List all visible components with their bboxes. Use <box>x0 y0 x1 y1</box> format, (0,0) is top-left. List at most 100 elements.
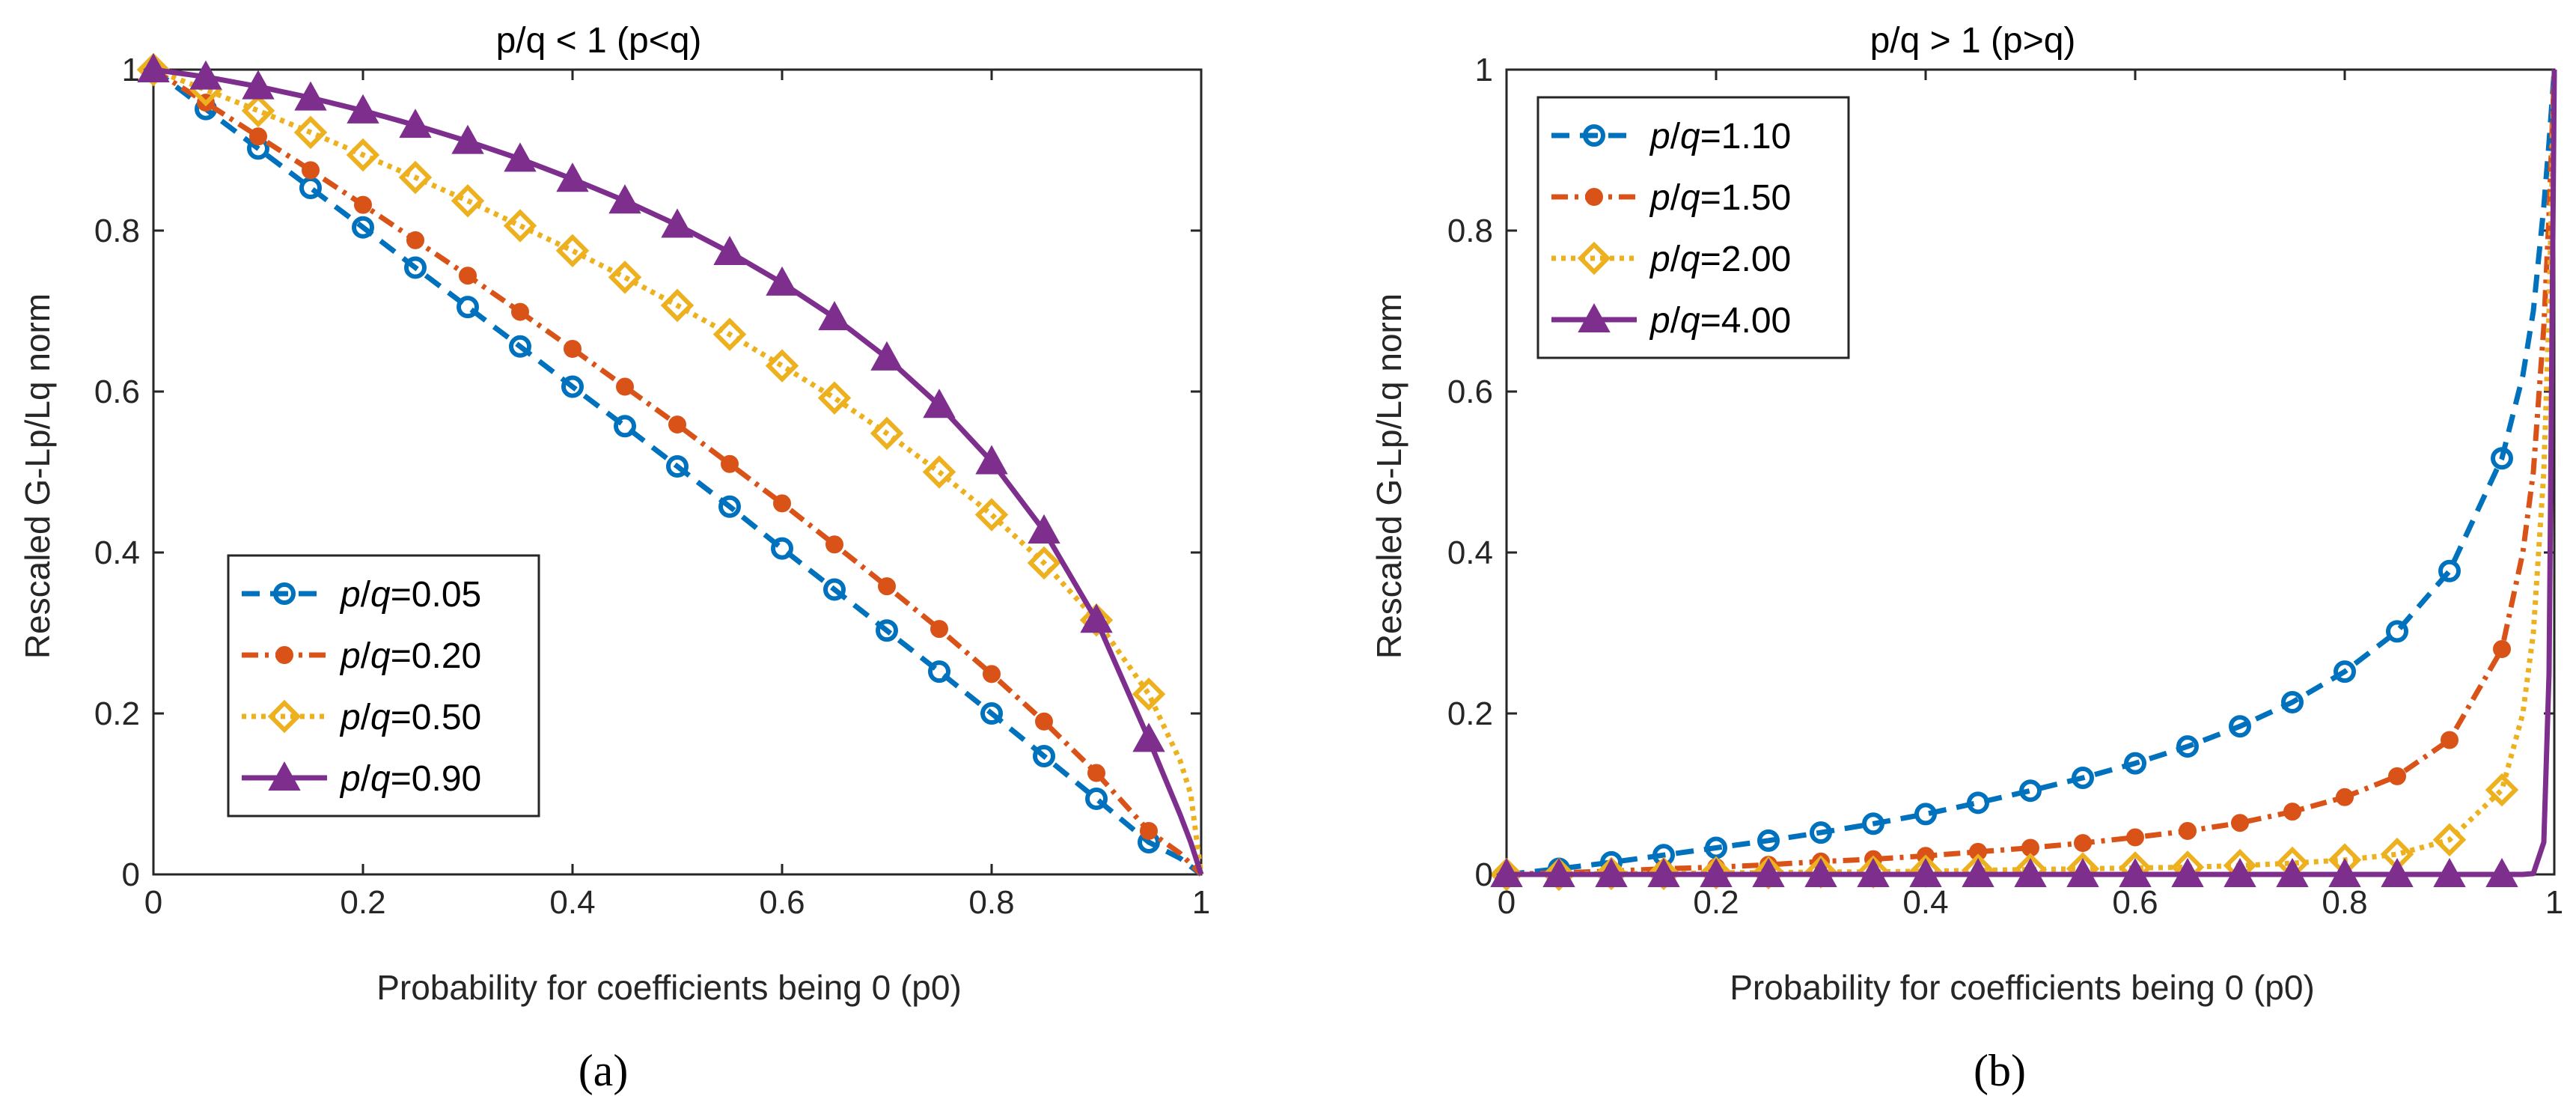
data-point <box>1810 821 1832 844</box>
legend-item: p/q=0.20 <box>242 636 481 676</box>
data-point <box>878 577 896 596</box>
legend-item: p/q=0.50 <box>242 698 481 737</box>
data-point <box>2433 857 2466 887</box>
legend-item: p/q=0.90 <box>242 759 481 799</box>
legend-label: p/q=0.90 <box>339 759 481 799</box>
legend-marker <box>275 646 293 664</box>
data-point <box>1700 857 1733 887</box>
series-p-q-0-20 <box>144 61 1203 877</box>
legend-label: p/q=1.10 <box>1649 117 1791 156</box>
data-point <box>980 702 1003 725</box>
data-point <box>2386 620 2408 643</box>
data-point <box>1962 857 1994 887</box>
tick-labels-b: 0 0.2 0.4 0.6 0.8 1 0 0.2 0.4 0.6 0.8 1 <box>1447 52 2563 921</box>
data-point <box>2276 857 2309 887</box>
data-point <box>2441 731 2459 749</box>
data-point <box>451 183 485 218</box>
x-tick-label: 0.2 <box>1693 884 1739 921</box>
data-point <box>2019 779 2042 803</box>
series-line <box>151 67 1203 877</box>
series-line <box>152 67 1204 875</box>
data-point <box>660 288 695 323</box>
data-point <box>1080 603 1113 633</box>
data-point <box>294 81 327 111</box>
data-point <box>1909 857 1942 887</box>
data-point <box>1542 857 1576 892</box>
data-point <box>2171 857 2204 887</box>
data-point <box>1490 857 1523 887</box>
tick-labels-a: 0 0.2 0.4 0.6 0.8 1 0 0.2 0.4 0.6 0.8 1 <box>94 52 1210 921</box>
data-point <box>2229 715 2251 738</box>
data-point <box>975 445 1008 475</box>
data-point <box>2074 834 2092 853</box>
data-point <box>930 620 948 639</box>
data-point <box>2388 767 2406 785</box>
axes-box-a <box>152 68 1203 876</box>
data-point <box>817 381 852 415</box>
data-point <box>398 160 433 195</box>
data-point <box>718 495 741 518</box>
data-point <box>1595 857 1628 887</box>
panel-label-a: (a) <box>579 1046 629 1095</box>
data-point <box>922 455 956 489</box>
data-point <box>870 341 903 371</box>
data-point <box>2072 767 2094 789</box>
y-tick-label: 1 <box>122 52 140 88</box>
data-point <box>876 619 898 642</box>
y-tick-label: 1 <box>1475 52 1493 88</box>
data-point <box>771 537 793 560</box>
data-point <box>293 115 328 150</box>
data-point <box>2334 660 2356 684</box>
data-point <box>2179 821 2197 840</box>
series-group-b <box>1489 69 2557 892</box>
data-point <box>616 377 634 396</box>
data-point <box>2126 828 2144 847</box>
data-point <box>404 256 427 279</box>
data-point <box>1079 603 1114 637</box>
data-point <box>354 195 372 214</box>
legend-item: p/q=1.10 <box>1551 117 1791 156</box>
data-point <box>773 494 791 513</box>
x-tick-label: 0.6 <box>759 884 805 921</box>
data-point <box>1132 722 1165 752</box>
x-tick-label: 0.8 <box>2322 884 2367 921</box>
y-tick-label: 0.4 <box>94 535 140 571</box>
data-point <box>556 162 589 192</box>
y-axis-label-a: Rescaled G-Lp/Lq norm <box>18 293 57 659</box>
data-point <box>870 416 904 451</box>
data-point <box>1804 857 1837 887</box>
data-point <box>721 454 739 473</box>
data-point <box>1489 857 1524 892</box>
x-tick-label: 1 <box>2545 884 2563 921</box>
data-point <box>818 301 851 331</box>
data-point <box>2381 857 2414 887</box>
data-point <box>1035 712 1053 731</box>
legend-marker <box>267 699 302 734</box>
data-point <box>661 208 694 238</box>
y-axis-label-b: Rescaled G-Lp/Lq norm <box>1370 293 1408 659</box>
legend-label: p/q=2.00 <box>1649 240 1791 279</box>
y-tick-label: 0.6 <box>1447 374 1493 410</box>
data-point <box>2485 773 2519 807</box>
data-point <box>503 209 537 243</box>
data-point <box>2014 857 2047 887</box>
y-tick-label: 0.8 <box>94 213 140 249</box>
axes-frame-a <box>152 68 1203 876</box>
data-point <box>1028 514 1060 544</box>
x-axis-label-b: Probability for coefficients being 0 (p0… <box>1730 968 2315 1007</box>
data-point <box>1647 857 1680 887</box>
data-point <box>1140 821 1158 840</box>
data-point <box>504 142 537 172</box>
data-point <box>1085 787 1108 810</box>
legend-label: p/q=0.05 <box>339 575 481 615</box>
data-point <box>1033 744 1055 767</box>
legend-label: p/q=0.50 <box>339 698 481 737</box>
data-point <box>2119 857 2152 887</box>
data-point <box>242 70 275 100</box>
data-point <box>825 535 843 554</box>
series-group-a <box>136 52 1204 877</box>
data-point <box>1132 677 1166 711</box>
series-p-q-0-90 <box>137 52 1204 876</box>
legend-marker <box>1583 124 1605 147</box>
